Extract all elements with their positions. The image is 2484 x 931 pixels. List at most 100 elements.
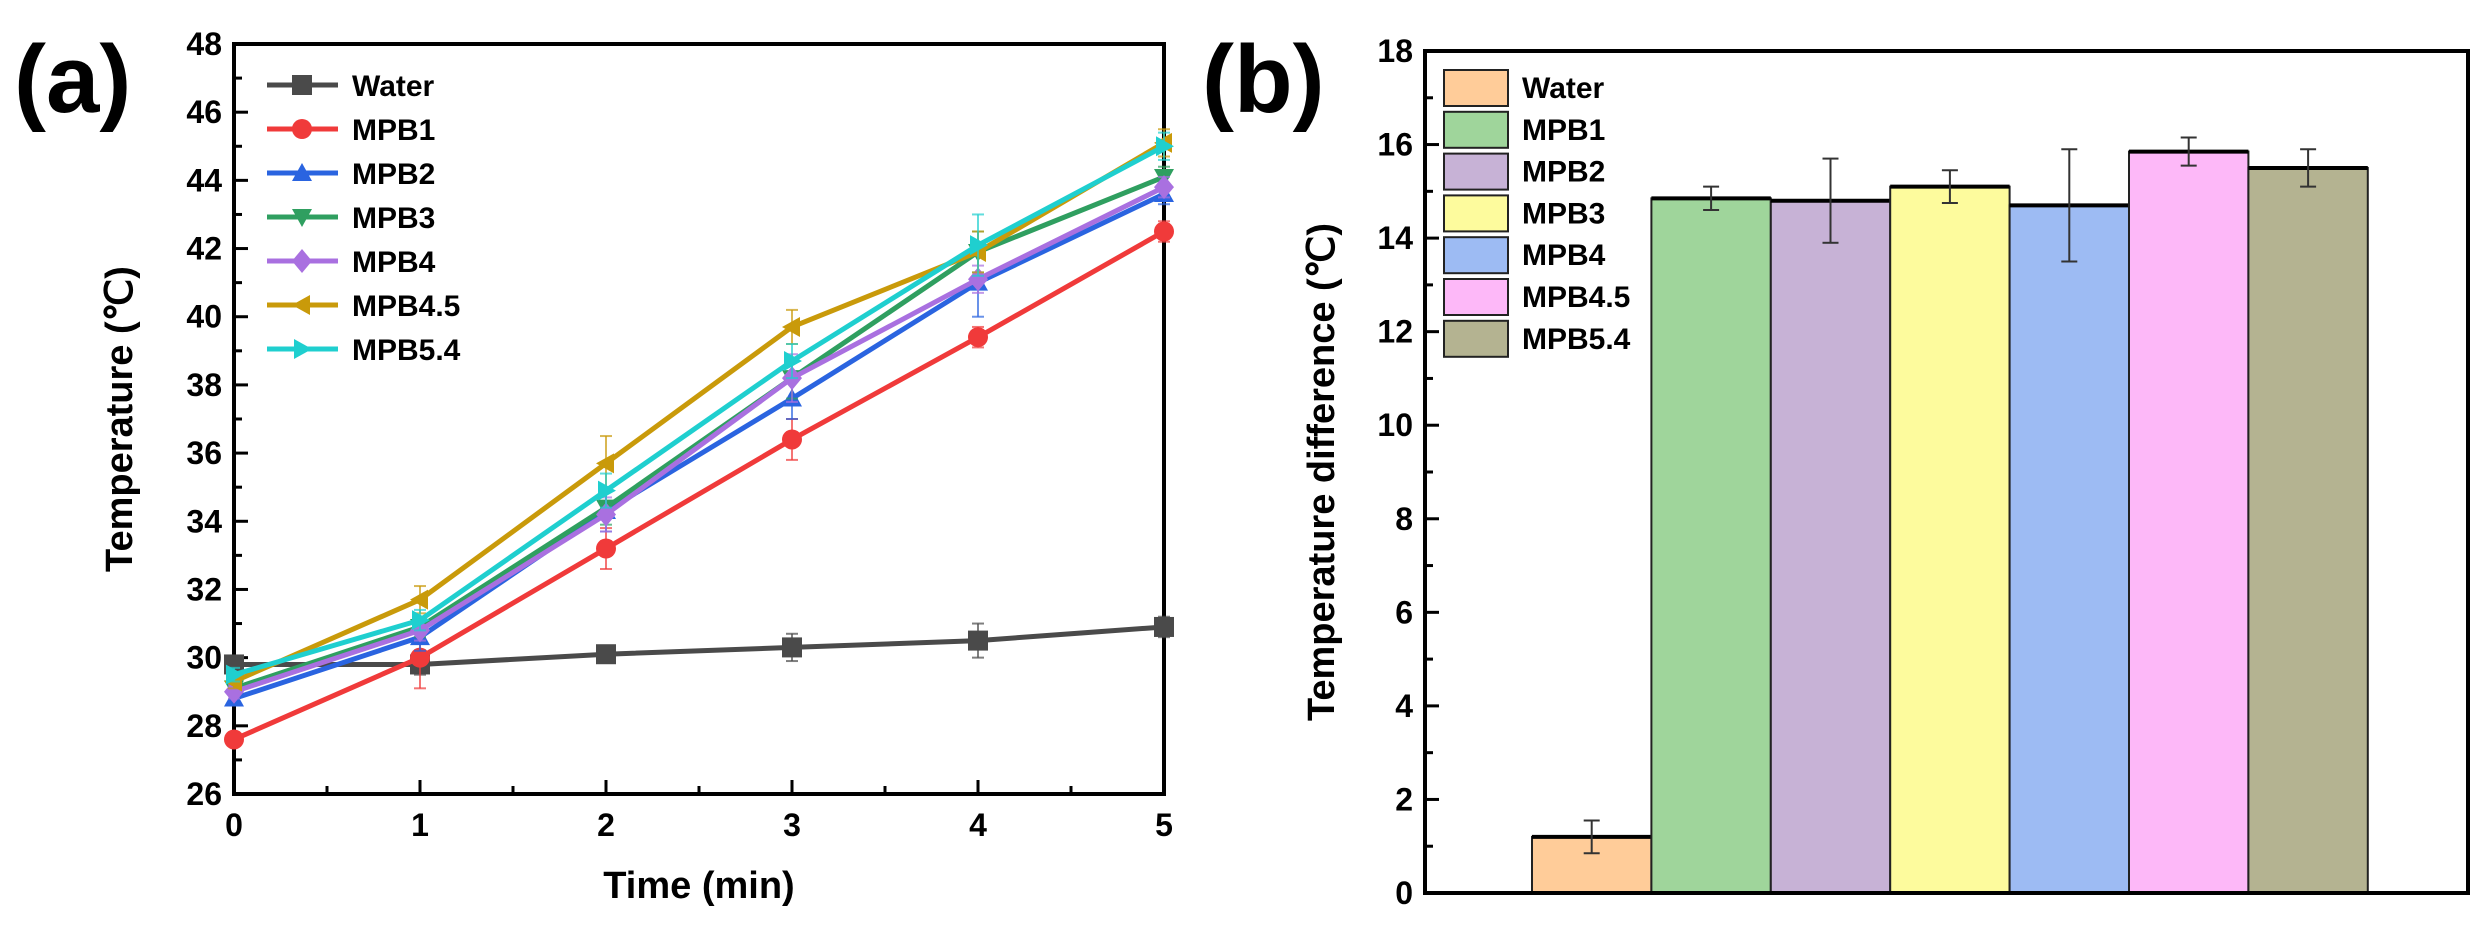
data-point xyxy=(970,235,988,256)
legend-swatch xyxy=(1443,319,1509,358)
bar-mpb1 xyxy=(1650,197,1772,895)
legend-marker xyxy=(292,249,312,273)
legend-label: MPB3 xyxy=(1522,197,1605,230)
bar-mpb3 xyxy=(1889,185,2011,894)
legend-item-a: MPB1 xyxy=(267,114,435,147)
y-tick-label-a: 38 xyxy=(186,367,222,403)
x-axis-label-a: Time (min) xyxy=(603,865,794,907)
y-tick-label-b: 4 xyxy=(1395,688,1413,724)
legend-label: MPB3 xyxy=(352,202,435,235)
series-mpb5-4 xyxy=(226,131,1174,685)
y-tick-label-b: 14 xyxy=(1377,220,1413,256)
legend-label: Water xyxy=(1522,72,1605,105)
series-line xyxy=(233,144,1166,678)
y-tick-label-a: 34 xyxy=(186,503,222,539)
legend-swatch xyxy=(1443,152,1509,191)
series-line xyxy=(233,184,1166,695)
y-tick-label-a: 30 xyxy=(186,640,222,676)
legend-marker xyxy=(292,119,312,139)
panel-label-b: (b) xyxy=(1202,26,1325,133)
data-point xyxy=(782,429,802,450)
legend-label: MPB1 xyxy=(1522,114,1605,147)
legend-swatch xyxy=(1443,278,1509,316)
series-line xyxy=(232,229,1166,742)
legend-item-a: MPB4.5 xyxy=(267,290,460,323)
legend-label: MPB4.5 xyxy=(1522,281,1630,314)
legend-marker xyxy=(292,163,312,181)
bar-mpb4 xyxy=(2008,204,2130,895)
data-point xyxy=(224,729,244,750)
data-point xyxy=(596,453,614,474)
panel-b-bar-chart: (b) Water MPB1 MPB2 MPB3 MPB4 MPB4.5 MPB5.4 0 2 4 6… xyxy=(1202,26,2470,911)
legend-swatch xyxy=(1443,110,1509,149)
y-tick-label-b: 12 xyxy=(1377,314,1413,350)
y-tick-label-a: 46 xyxy=(186,94,222,130)
y-tick-label-a: 32 xyxy=(186,571,222,607)
data-point xyxy=(1156,136,1174,157)
x-tick-label-a: 5 xyxy=(1155,807,1173,843)
legend-item-a: MPB4 xyxy=(267,246,436,279)
series-line xyxy=(233,191,1166,701)
legend-swatch xyxy=(1443,69,1509,107)
plot-frame-a xyxy=(232,42,1166,796)
x-tick-label-a: 2 xyxy=(597,807,615,843)
x-tick-label-a: 4 xyxy=(969,807,987,843)
legend-swatch xyxy=(1443,194,1509,233)
x-tick-label-a: 1 xyxy=(411,807,429,843)
data-point xyxy=(410,589,428,610)
data-point xyxy=(968,630,988,651)
series-line xyxy=(233,174,1165,691)
bar-mpb4-5 xyxy=(2128,150,2250,895)
data-point xyxy=(1154,616,1174,637)
legend-label: MPB5.4 xyxy=(352,334,461,367)
legend-item-a: MPB5.4 xyxy=(267,334,461,367)
y-axis-label-b: Temperature difference (℃) xyxy=(1301,223,1343,721)
data-point xyxy=(782,316,800,337)
series-line xyxy=(234,624,1165,667)
legend-label: MPB2 xyxy=(352,158,435,191)
y-tick-label-b: 16 xyxy=(1377,127,1413,163)
legend-item-a: Water xyxy=(267,70,435,103)
panel-label-a: (a) xyxy=(14,26,131,133)
y-tick-label-a: 42 xyxy=(186,231,222,267)
y-tick-label-a: 26 xyxy=(186,776,222,812)
data-point xyxy=(968,327,988,348)
y-tick-label-a: 28 xyxy=(186,708,222,744)
data-point xyxy=(410,647,430,668)
legend-marker xyxy=(292,209,312,227)
legend-marker xyxy=(292,75,312,95)
legend-marker xyxy=(294,339,312,359)
data-point xyxy=(412,610,430,631)
bar-mpb5-4 xyxy=(2247,166,2369,894)
y-tick-label-b: 18 xyxy=(1377,33,1413,69)
y-tick-label-a: 44 xyxy=(186,162,222,198)
legend-marker xyxy=(292,295,310,315)
x-tick-label-a: 3 xyxy=(783,807,801,843)
data-point xyxy=(782,637,802,658)
data-point xyxy=(596,538,616,559)
y-tick-label-b: 6 xyxy=(1395,594,1413,630)
legend-label: MPB2 xyxy=(1522,156,1605,189)
legend-label: MPB1 xyxy=(352,114,435,147)
y-tick-label-b: 0 xyxy=(1395,875,1413,911)
legend-label: MPB4.5 xyxy=(352,290,460,323)
legend-label: MPB4 xyxy=(352,246,436,279)
bar-mpb2 xyxy=(1769,199,1892,894)
data-point xyxy=(226,664,244,685)
y-tick-label-b: 10 xyxy=(1377,407,1413,443)
y-tick-label-b: 2 xyxy=(1395,781,1413,817)
data-point xyxy=(1154,221,1174,242)
legend-label: MPB4 xyxy=(1522,239,1606,272)
legend-label: Water xyxy=(352,70,435,103)
data-point xyxy=(1154,175,1174,200)
legend-item-a: MPB3 xyxy=(267,202,435,235)
x-tick-label-a: 0 xyxy=(225,807,243,843)
data-point xyxy=(598,480,616,501)
legend-swatch xyxy=(1443,236,1509,275)
series-line xyxy=(232,140,1166,684)
y-tick-label-b: 8 xyxy=(1395,501,1413,537)
y-tick-label-a: 48 xyxy=(186,26,222,62)
y-tick-label-a: 40 xyxy=(186,299,222,335)
